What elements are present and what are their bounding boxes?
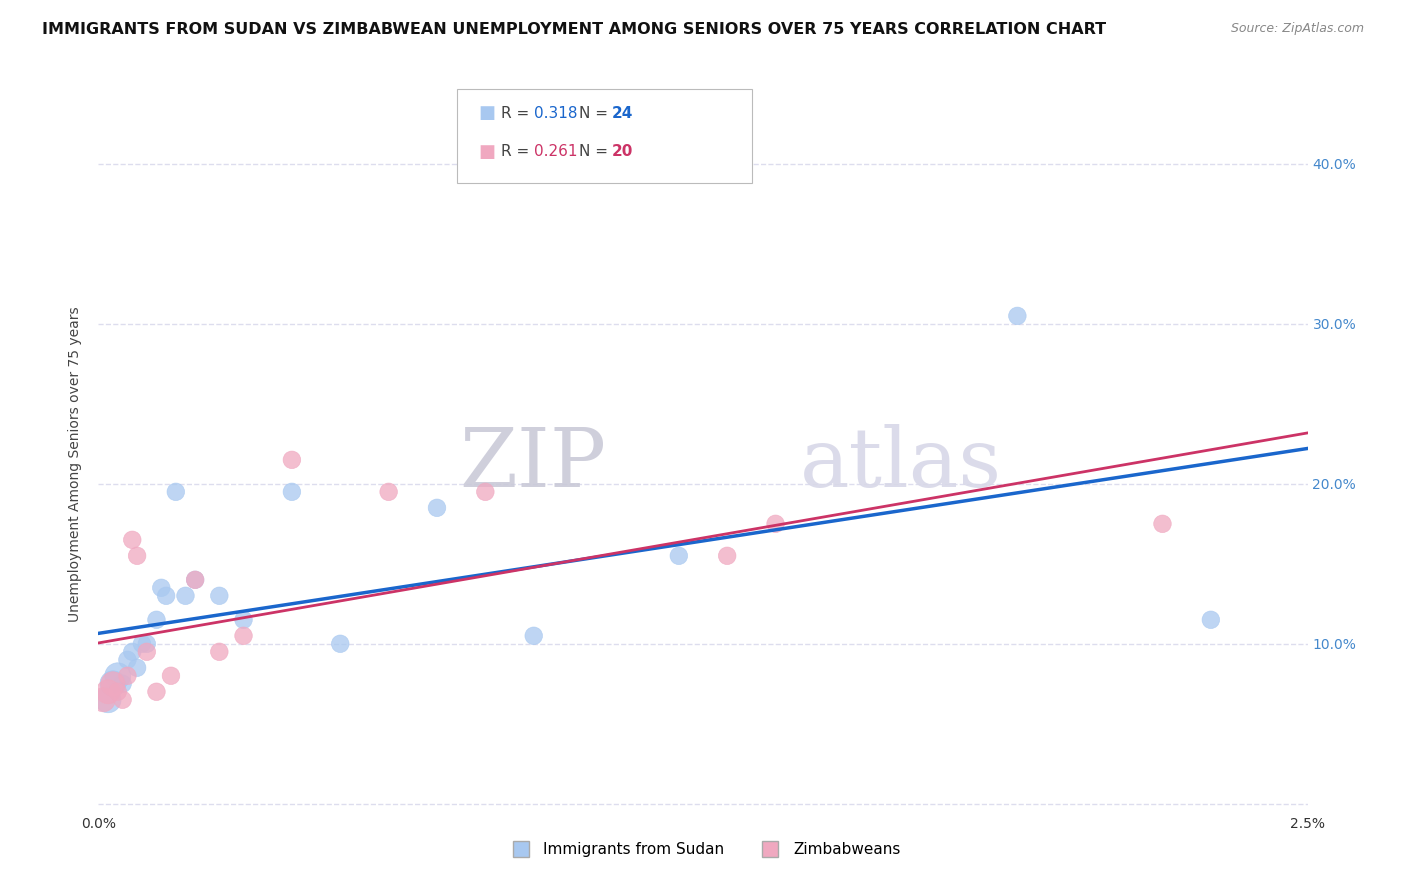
Text: N =: N = [579,145,613,159]
Point [155,589,177,603]
Point [145,613,167,627]
Point [184,573,207,587]
Text: atlas: atlas [800,424,1002,504]
Point [523,629,546,643]
Point [101,677,124,691]
Text: IMMIGRANTS FROM SUDAN VS ZIMBABWEAN UNEMPLOYMENT AMONG SENIORS OVER 75 YEARS COR: IMMIGRANTS FROM SUDAN VS ZIMBABWEAN UNEM… [42,22,1107,37]
Point [150,581,173,595]
Text: N =: N = [579,106,613,120]
Point [101,677,124,691]
Point [377,484,399,499]
Point [1199,613,1222,627]
Point [160,669,183,683]
Text: 24: 24 [612,106,633,120]
Point [184,573,207,587]
Point [1007,309,1029,323]
Point [117,653,139,667]
Point [329,637,352,651]
Point [1152,516,1174,531]
Point [281,484,304,499]
Legend: Immigrants from Sudan, Zimbabweans: Immigrants from Sudan, Zimbabweans [499,836,907,863]
Text: 0.261: 0.261 [534,145,578,159]
Point [426,500,449,515]
Point [765,516,787,531]
Point [131,637,153,651]
Point [135,637,157,651]
Point [121,533,143,547]
Point [117,669,139,683]
Point [111,677,134,691]
Y-axis label: Unemployment Among Seniors over 75 years: Unemployment Among Seniors over 75 years [69,306,83,622]
Point [208,645,231,659]
Point [107,685,129,699]
Text: Source: ZipAtlas.com: Source: ZipAtlas.com [1230,22,1364,36]
Text: ZIP: ZIP [460,424,606,504]
Point [165,484,187,499]
Point [135,645,157,659]
Point [97,692,120,706]
Text: 20: 20 [612,145,633,159]
Point [174,589,197,603]
Point [208,589,231,603]
Text: ■: ■ [478,104,495,122]
Point [127,549,149,563]
Point [145,685,167,699]
Point [111,692,134,706]
Text: ■: ■ [478,143,495,161]
Point [121,645,143,659]
Point [281,453,304,467]
Point [91,692,114,706]
Point [107,669,129,683]
Point [474,484,496,499]
Point [232,613,254,627]
Point [668,549,690,563]
Point [232,629,254,643]
Text: 0.318: 0.318 [534,106,578,120]
Text: R =: R = [501,145,534,159]
Point [127,661,149,675]
Point [716,549,738,563]
Point [97,685,120,699]
Text: R =: R = [501,106,534,120]
